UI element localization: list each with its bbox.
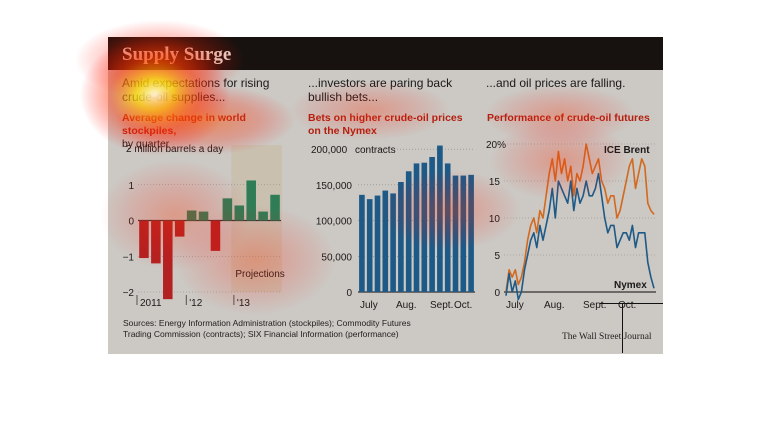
bar: [359, 194, 365, 292]
contracts-chart: 0 50,000 100,000 150,000 200,000 contracts Jul…: [311, 145, 475, 311]
x-tick-label: Sept.: [583, 300, 606, 311]
bar: [421, 162, 428, 292]
y-tick-label: 150,000: [316, 181, 353, 192]
bar: [234, 205, 245, 221]
unit-label: contracts: [355, 145, 396, 156]
bar: [382, 190, 389, 292]
x-tick-label: Aug.: [544, 300, 565, 311]
projections-label: Projections: [235, 269, 284, 280]
bar: [139, 220, 149, 259]
bar: [374, 195, 381, 292]
stockpiles-chart: 2 million barrels a day −2 −1 0 1 2011 '12 '13 P…: [123, 144, 285, 309]
bar: [452, 175, 459, 292]
bar: [429, 157, 435, 292]
y-tick-label: 10: [489, 214, 501, 225]
unit-label: 2 million barrels a day: [126, 144, 223, 155]
bar: [366, 199, 373, 292]
bar: [444, 163, 451, 292]
y-tick-label: 20%: [486, 140, 506, 151]
y-tick-label: 1: [128, 181, 134, 192]
y-tick-label: 0: [128, 217, 134, 228]
futures-chart: 0 5 10 15 20% ICE Brent Nymex July Aug. Sept. Oct.: [486, 140, 656, 311]
bar: [468, 174, 474, 292]
y-tick-label: 0: [494, 288, 500, 299]
y-tick-label: −1: [123, 252, 135, 263]
x-tick-label: '13: [237, 298, 250, 309]
legend-ice-brent: ICE Brent: [604, 145, 650, 156]
bar: [270, 194, 280, 221]
bar: [405, 171, 412, 292]
bar: [398, 182, 404, 292]
crosshair-vertical: [622, 303, 623, 353]
bar: [174, 220, 185, 237]
crosshair-horizontal: [600, 303, 663, 304]
bar: [437, 145, 443, 292]
bar: [151, 220, 161, 264]
y-tick-label: 200,000: [311, 145, 348, 156]
bar: [390, 193, 396, 292]
bar: [222, 198, 233, 221]
bar: [246, 180, 256, 221]
sources-note: Sources: Energy Information Administrati…: [123, 318, 411, 339]
bar: [186, 210, 197, 221]
x-tick-label: July: [360, 300, 378, 311]
x-tick-label: Oct.: [454, 300, 472, 311]
bar: [258, 211, 268, 221]
x-tick-label: July: [506, 300, 524, 311]
chart-figure: Supply Surge Amid expectations for risin…: [108, 37, 663, 354]
y-tick-label: −2: [123, 288, 135, 299]
y-tick-label: 50,000: [321, 252, 352, 263]
bar: [198, 211, 209, 221]
bar: [210, 220, 221, 251]
legend-nymex: Nymex: [614, 280, 647, 291]
bar: [413, 163, 420, 292]
x-tick-label: Oct.: [618, 300, 636, 311]
y-tick-label: 100,000: [316, 217, 353, 228]
x-tick-label: 2011: [140, 298, 162, 309]
x-tick-label: Sept.: [430, 300, 453, 311]
x-tick-label: Aug.: [396, 300, 417, 311]
y-tick-label: 15: [489, 177, 501, 188]
bar: [163, 220, 173, 300]
series-line-nymex: [505, 172, 655, 301]
wsj-credit: The Wall Street Journal: [562, 332, 652, 342]
bar: [460, 175, 467, 292]
y-tick-label: 5: [494, 251, 500, 262]
y-tick-label: 0: [346, 288, 352, 299]
x-tick-label: '12: [189, 298, 202, 309]
